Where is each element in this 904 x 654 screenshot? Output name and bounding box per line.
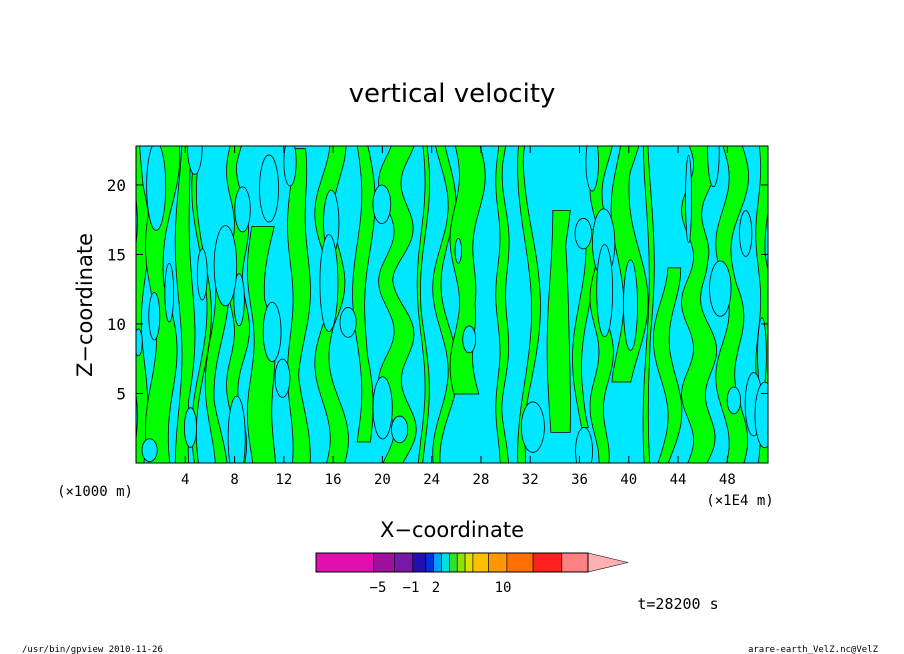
contour-band <box>546 209 571 433</box>
y-tick-label: 5 <box>116 384 126 403</box>
x-tick-label: 12 <box>275 472 292 488</box>
colorbar-tick-label: −1 <box>403 580 420 596</box>
colorbar-cell <box>425 552 434 573</box>
contour-island <box>372 376 393 440</box>
contour-island <box>520 401 545 453</box>
colorbar-cell <box>441 552 450 573</box>
chart-title: vertical velocity <box>349 79 556 109</box>
x-tick-label: 8 <box>230 472 238 488</box>
colorbar-cell <box>532 552 563 573</box>
contour-island <box>575 427 593 463</box>
x-tick-label: 20 <box>374 472 391 488</box>
contour-island <box>233 273 245 327</box>
contour-band <box>174 146 196 463</box>
colorbar-cell <box>506 552 534 573</box>
colorbar-cell <box>488 552 508 573</box>
contour-island <box>141 438 158 462</box>
contour-island <box>213 225 238 307</box>
contour-band <box>204 279 230 463</box>
y-tick-label: 10 <box>107 315 126 334</box>
contour-island <box>596 244 614 338</box>
x-axis-ticks: 4 8 12 16 20 24 28 32 36 40 44 48 <box>181 146 736 488</box>
colorbar-cell <box>433 552 442 573</box>
x-tick-label: 16 <box>325 472 342 488</box>
contour-band <box>642 146 655 463</box>
contour-island <box>319 234 339 332</box>
x-axis-label: X−coordinate <box>380 518 524 542</box>
colorbar-tick-label: 2 <box>432 580 440 596</box>
colorbar-cell <box>472 552 489 573</box>
contour-island <box>183 407 197 448</box>
contour-band <box>652 267 683 463</box>
contour-band <box>246 225 276 463</box>
contour-island <box>372 184 392 225</box>
contour-island <box>262 301 282 362</box>
contour-island <box>146 146 167 231</box>
colorbar-cell <box>373 552 395 573</box>
contour-island <box>574 217 592 250</box>
time-label: t=28200 s <box>637 595 718 613</box>
colorbar-cell <box>412 552 427 573</box>
contour-island <box>585 146 599 192</box>
contour-island <box>234 186 251 233</box>
y-axis-ticks: 5 10 15 20 <box>107 176 768 403</box>
x-tick-label: 24 <box>423 472 440 488</box>
y-axis-label: Z−coordinate <box>73 233 97 377</box>
contour-island <box>227 395 246 463</box>
x-tick-label: 44 <box>670 472 687 488</box>
plot-frame <box>135 145 769 464</box>
colorbar-cell <box>315 552 374 573</box>
colorbar-frame <box>315 552 589 573</box>
contour-band <box>416 146 431 463</box>
colorbar <box>315 552 629 573</box>
colorbar-tick-label: 10 <box>495 580 512 596</box>
contour-island <box>283 146 297 187</box>
contour-band <box>287 148 311 463</box>
contour-island <box>136 328 143 357</box>
contour-band <box>352 146 376 443</box>
footer-left: /usr/bin/gpview 2010-11-26 <box>22 645 163 654</box>
contour-island <box>462 325 477 354</box>
contour-field <box>136 146 768 463</box>
colorbar-cell <box>464 552 474 573</box>
x-tick-label: 32 <box>522 472 539 488</box>
x-tick-label: 28 <box>473 472 490 488</box>
x-unit-left: (×1000 m) <box>57 484 133 500</box>
x-tick-label: 36 <box>571 472 588 488</box>
x-unit-right: (×1E4 m) <box>706 493 773 509</box>
x-tick-label: 40 <box>620 472 637 488</box>
contour-island <box>454 237 462 264</box>
contour-band <box>495 146 510 463</box>
contour-island <box>739 210 753 257</box>
contour-island <box>339 307 357 338</box>
x-tick-label: 48 <box>719 472 736 488</box>
colorbar-tick-label: −5 <box>370 580 387 596</box>
contour-island <box>709 260 732 317</box>
contour-island <box>259 154 279 223</box>
contour-island <box>623 259 638 351</box>
contour-island <box>391 415 409 444</box>
colorbar-arrow <box>587 552 629 573</box>
x-tick-label: 4 <box>181 472 189 488</box>
y-tick-label: 20 <box>107 176 126 195</box>
contour-island <box>754 381 768 449</box>
colorbar-cell <box>561 552 589 573</box>
contour-island <box>274 358 291 398</box>
colorbar-cell <box>394 552 414 573</box>
contour-island <box>707 146 720 188</box>
contour-island <box>726 386 741 415</box>
contour-island <box>164 262 175 323</box>
colorbar-cell <box>449 552 458 573</box>
footer-right: arare-earth_VelZ.nc@VelZ <box>748 645 879 654</box>
contour-band <box>449 146 486 395</box>
colorbar-tick-labels: −5 −1 2 10 <box>370 580 512 596</box>
contour-island <box>196 248 208 301</box>
contour-island <box>148 291 161 341</box>
contour-band <box>715 146 749 463</box>
colorbar-cell <box>456 552 466 573</box>
contour-island <box>685 154 692 244</box>
y-tick-label: 15 <box>107 245 126 264</box>
